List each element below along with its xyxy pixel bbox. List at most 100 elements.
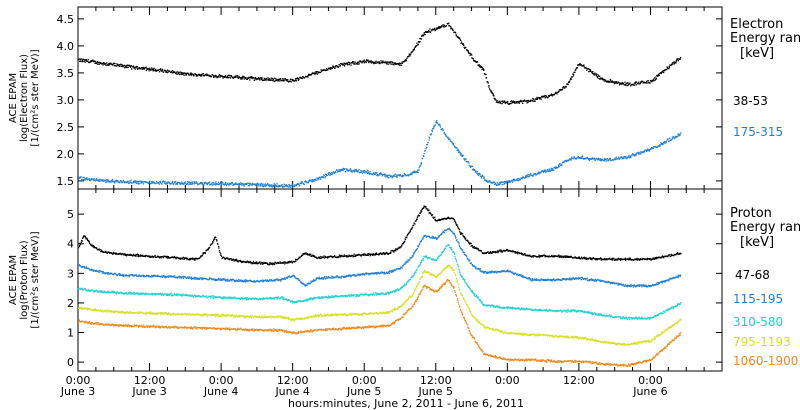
data-point bbox=[235, 279, 238, 281]
data-point bbox=[458, 37, 461, 39]
data-point bbox=[261, 77, 263, 79]
data-point bbox=[637, 151, 640, 153]
data-point bbox=[309, 253, 311, 255]
data-point bbox=[557, 167, 559, 169]
data-point bbox=[280, 185, 282, 187]
data-point bbox=[475, 246, 477, 249]
data-point bbox=[274, 261, 276, 263]
data-point bbox=[213, 183, 215, 185]
data-point bbox=[360, 254, 362, 256]
data-point bbox=[378, 254, 380, 256]
data-point bbox=[252, 183, 254, 185]
data-point bbox=[220, 183, 223, 185]
data-point bbox=[531, 100, 534, 102]
data-point bbox=[288, 262, 290, 264]
data-point bbox=[108, 63, 110, 66]
data-point bbox=[193, 183, 196, 185]
data-point bbox=[360, 171, 363, 174]
data-point bbox=[504, 101, 506, 103]
data-point bbox=[358, 254, 360, 256]
data-point bbox=[269, 79, 271, 81]
data-point bbox=[363, 253, 365, 255]
data-point bbox=[156, 256, 158, 258]
data-point bbox=[500, 249, 502, 251]
data-point bbox=[677, 276, 679, 279]
data-point bbox=[171, 181, 174, 183]
data-point bbox=[308, 282, 310, 284]
data-point bbox=[626, 158, 628, 160]
data-point bbox=[617, 259, 619, 261]
data-point bbox=[655, 76, 657, 78]
data-point bbox=[514, 179, 516, 181]
data-point bbox=[94, 180, 97, 182]
data-point bbox=[552, 256, 554, 258]
data-point bbox=[568, 159, 570, 162]
data-point bbox=[298, 257, 300, 260]
data-point bbox=[104, 273, 106, 275]
data-point bbox=[379, 271, 382, 273]
data-point bbox=[101, 251, 104, 253]
data-point bbox=[480, 250, 483, 252]
data-point bbox=[213, 75, 215, 77]
data-point bbox=[413, 171, 415, 173]
data-point bbox=[233, 184, 235, 186]
data-point bbox=[553, 256, 555, 258]
data-point bbox=[547, 96, 549, 98]
data-point bbox=[183, 258, 185, 260]
data-point bbox=[437, 27, 439, 29]
data-point bbox=[122, 179, 125, 182]
data-point bbox=[322, 176, 324, 178]
data-point bbox=[661, 281, 663, 283]
data-point bbox=[618, 158, 621, 160]
data-point bbox=[189, 258, 192, 261]
data-point bbox=[349, 169, 351, 171]
data-point bbox=[260, 262, 262, 264]
data-point bbox=[495, 270, 497, 272]
data-point bbox=[521, 100, 523, 102]
data-point bbox=[159, 180, 162, 182]
data-point bbox=[91, 244, 93, 246]
data-point bbox=[270, 79, 272, 81]
data-point bbox=[516, 274, 518, 276]
data-point bbox=[543, 279, 545, 282]
data-point bbox=[219, 251, 221, 254]
data-point bbox=[555, 166, 557, 168]
data-point bbox=[593, 74, 596, 76]
data-point bbox=[200, 73, 202, 76]
data-point bbox=[190, 72, 192, 74]
data-point bbox=[175, 71, 178, 73]
data-point bbox=[84, 61, 86, 63]
data-point bbox=[203, 182, 206, 185]
data-point bbox=[210, 184, 212, 186]
data-point bbox=[116, 179, 118, 181]
data-point bbox=[615, 82, 617, 84]
data-point bbox=[661, 70, 664, 72]
data-point bbox=[499, 183, 502, 185]
data-point bbox=[544, 97, 546, 99]
data-point bbox=[496, 272, 498, 274]
data-point bbox=[621, 258, 623, 261]
data-point bbox=[143, 181, 145, 183]
data-point bbox=[183, 276, 185, 278]
data-point bbox=[122, 65, 125, 67]
data-point bbox=[175, 258, 177, 260]
data-point bbox=[144, 255, 146, 258]
data-point bbox=[190, 277, 192, 279]
data-point bbox=[519, 178, 521, 180]
data-point bbox=[318, 256, 321, 258]
data-point bbox=[496, 182, 498, 184]
data-point bbox=[346, 275, 348, 277]
data-point bbox=[295, 78, 297, 80]
data-point bbox=[535, 279, 537, 281]
data-point bbox=[107, 179, 109, 182]
data-point bbox=[391, 176, 393, 178]
data-point bbox=[650, 285, 652, 288]
data-point bbox=[120, 273, 122, 275]
data-point bbox=[426, 146, 428, 148]
data-point bbox=[353, 61, 355, 63]
data-point bbox=[89, 61, 91, 63]
data-point bbox=[241, 76, 243, 79]
data-point bbox=[227, 77, 229, 79]
data-point bbox=[313, 255, 315, 257]
data-point bbox=[541, 170, 543, 172]
